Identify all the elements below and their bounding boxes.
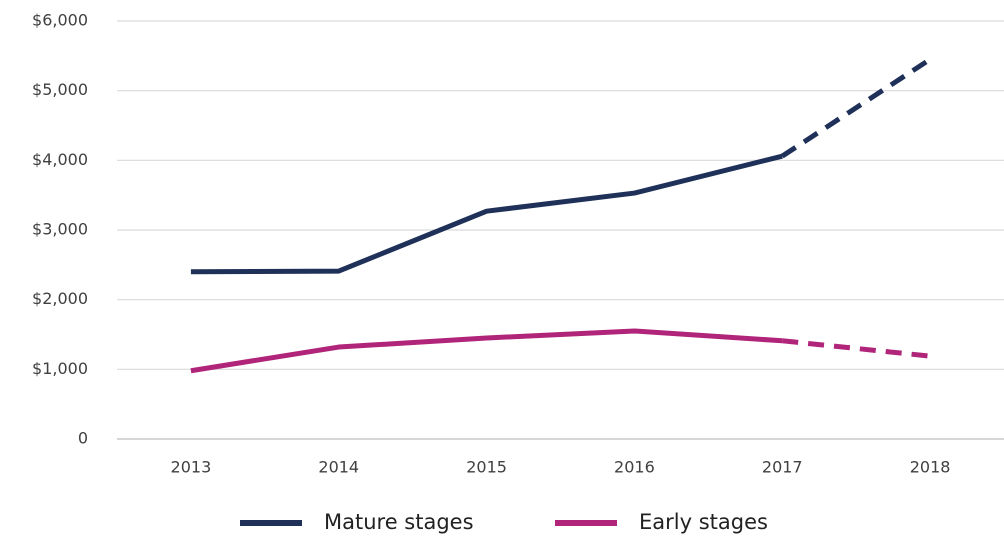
y-tick-label: $4,000 [32, 150, 88, 169]
y-tick-label: $2,000 [32, 289, 88, 308]
y-tick-label: $6,000 [32, 11, 88, 30]
projected-line [781, 338, 931, 359]
x-tick-label: 2016 [614, 458, 655, 477]
x-tick-label: 2014 [318, 458, 359, 477]
x-tick-label: 2017 [762, 458, 803, 477]
x-tick-label: 2013 [171, 458, 212, 477]
x-tick-label: 2015 [466, 458, 507, 477]
projected-line [780, 57, 932, 159]
y-tick-label: $1,000 [32, 359, 88, 378]
series-line [190, 153, 783, 275]
series-line [190, 328, 783, 374]
legend-label: Early stages [639, 510, 768, 534]
y-tick-label: $5,000 [32, 80, 88, 99]
y-tick-label: $3,000 [32, 220, 88, 239]
x-tick-label: 2018 [910, 458, 951, 477]
legend-label: Mature stages [324, 510, 474, 534]
y-tick-label: 0 [78, 429, 88, 448]
